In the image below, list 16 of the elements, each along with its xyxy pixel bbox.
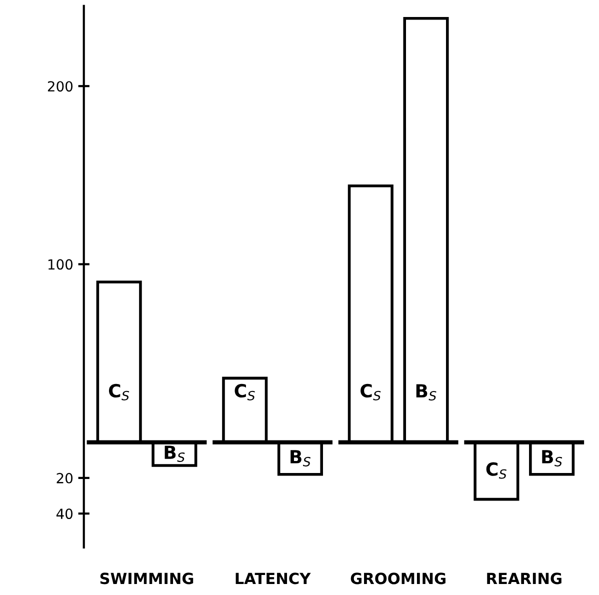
text: C$_{S}$ [486,462,506,479]
text: B$_{S}$ [290,450,310,466]
x-tick-label: GROOMING [350,572,446,584]
text: B$_{S}$ [542,450,562,466]
text: B$_{S}$ [416,384,436,401]
x-tick-label: REARING [487,572,562,584]
text: C$_{S}$ [108,384,130,400]
x-tick-label: LATENCY [236,572,311,584]
series-label: B$_{S}$ [164,446,185,462]
y-tick-label: 20 [56,472,73,484]
series-label: C$_{S}$ [234,384,255,400]
x-tick-label: SWIMMING [100,572,194,584]
y-tick-label: 100 [48,259,73,270]
y-tick-label: 40 [56,508,73,520]
y-tick-label: 200 [48,81,73,92]
text: C$_{S}$ [360,384,381,400]
